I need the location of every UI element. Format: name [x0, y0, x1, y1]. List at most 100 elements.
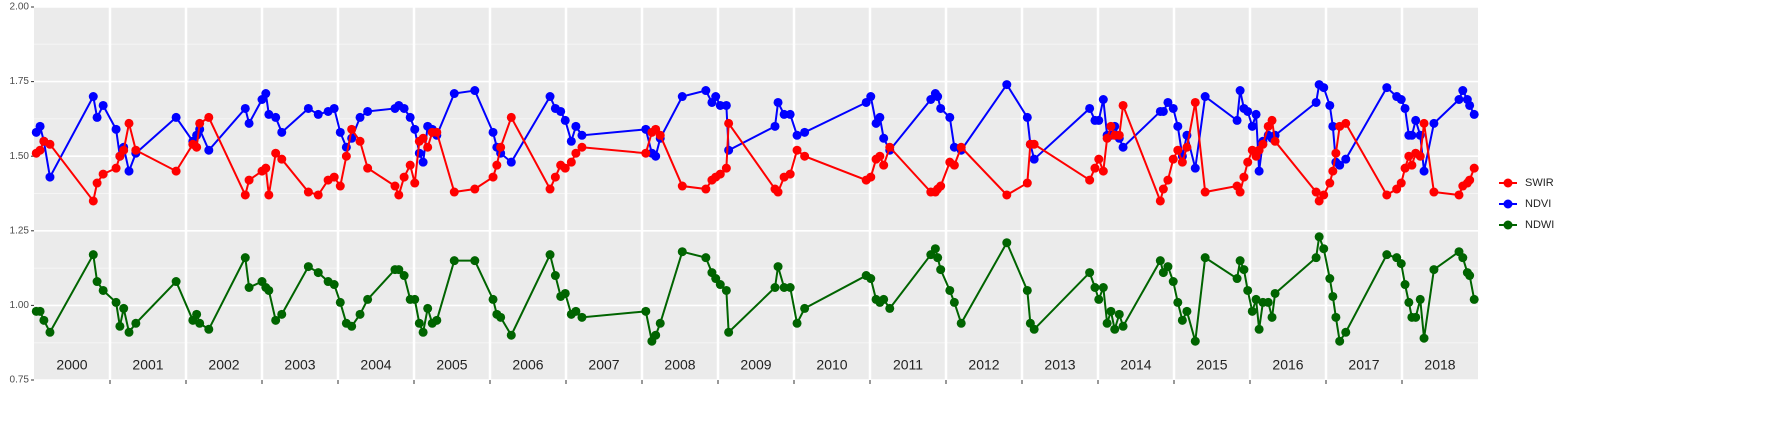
point: [1325, 274, 1335, 284]
point: [1335, 160, 1345, 170]
point: [329, 103, 339, 113]
point: [721, 285, 731, 295]
point: [1168, 154, 1178, 164]
point: [1404, 297, 1414, 307]
point: [1177, 315, 1187, 325]
point: [1029, 139, 1039, 149]
point: [506, 112, 516, 122]
point: [1328, 291, 1338, 301]
point: [1239, 265, 1249, 275]
point: [1114, 130, 1124, 140]
point: [111, 297, 121, 307]
point: [1396, 178, 1406, 188]
point: [1158, 184, 1168, 194]
point: [1022, 285, 1032, 295]
point: [347, 124, 357, 134]
point: [879, 294, 889, 304]
point: [88, 250, 98, 260]
point: [1267, 115, 1277, 125]
point: [1247, 121, 1257, 131]
point: [192, 309, 202, 319]
point: [1415, 151, 1425, 161]
point: [1419, 166, 1429, 176]
point: [399, 172, 409, 182]
point: [303, 262, 313, 272]
point: [131, 145, 141, 155]
point: [1458, 86, 1468, 96]
point: [470, 86, 480, 96]
point: [171, 166, 181, 176]
legend-label: NDVI: [1525, 198, 1551, 210]
point: [651, 330, 661, 340]
point: [35, 121, 45, 131]
point: [204, 145, 214, 155]
point: [701, 184, 711, 194]
point: [261, 89, 271, 99]
point: [571, 306, 581, 316]
point: [355, 112, 365, 122]
point: [1325, 178, 1335, 188]
year-label: 2012: [968, 357, 999, 373]
point: [545, 92, 555, 102]
point: [945, 112, 955, 122]
point: [204, 324, 214, 334]
point: [399, 103, 409, 113]
point: [1106, 306, 1116, 316]
point: [1254, 324, 1264, 334]
point: [111, 124, 121, 134]
point: [1251, 109, 1261, 119]
year-label: 2000: [56, 357, 87, 373]
point: [800, 303, 810, 313]
year-label: 2006: [512, 357, 543, 373]
year-label: 2002: [208, 357, 239, 373]
point: [449, 187, 459, 197]
point: [363, 294, 373, 304]
point: [1328, 166, 1338, 176]
point: [785, 169, 795, 179]
point: [933, 253, 943, 263]
year-label: 2014: [1120, 357, 1151, 373]
point: [1404, 151, 1414, 161]
point: [1190, 97, 1200, 107]
point: [1182, 142, 1192, 152]
point: [1102, 133, 1112, 143]
point: [715, 169, 725, 179]
point: [655, 318, 665, 328]
point: [506, 157, 516, 167]
point: [1247, 306, 1257, 316]
point: [1341, 327, 1351, 337]
point: [1235, 187, 1245, 197]
point: [1163, 97, 1173, 107]
point: [1106, 121, 1116, 131]
point: [1400, 163, 1410, 173]
point: [560, 288, 570, 298]
point: [1319, 190, 1329, 200]
point: [1168, 103, 1178, 113]
point: [566, 136, 576, 146]
point: [1190, 163, 1200, 173]
point: [394, 190, 404, 200]
point: [1465, 175, 1475, 185]
point: [677, 181, 687, 191]
y-tick-label: 0.75: [10, 375, 30, 386]
point: [470, 256, 480, 266]
point: [341, 151, 351, 161]
point: [770, 282, 780, 292]
point: [399, 271, 409, 281]
point: [1098, 166, 1108, 176]
point: [1469, 163, 1479, 173]
point: [1328, 121, 1338, 131]
point: [715, 280, 725, 290]
point: [875, 112, 885, 122]
point: [879, 160, 889, 170]
point: [98, 100, 108, 110]
point: [885, 303, 895, 313]
point: [45, 327, 55, 337]
point: [1243, 285, 1253, 295]
point: [496, 142, 506, 152]
point: [1267, 312, 1277, 322]
point: [792, 145, 802, 155]
point: [92, 112, 102, 122]
point: [1163, 175, 1173, 185]
